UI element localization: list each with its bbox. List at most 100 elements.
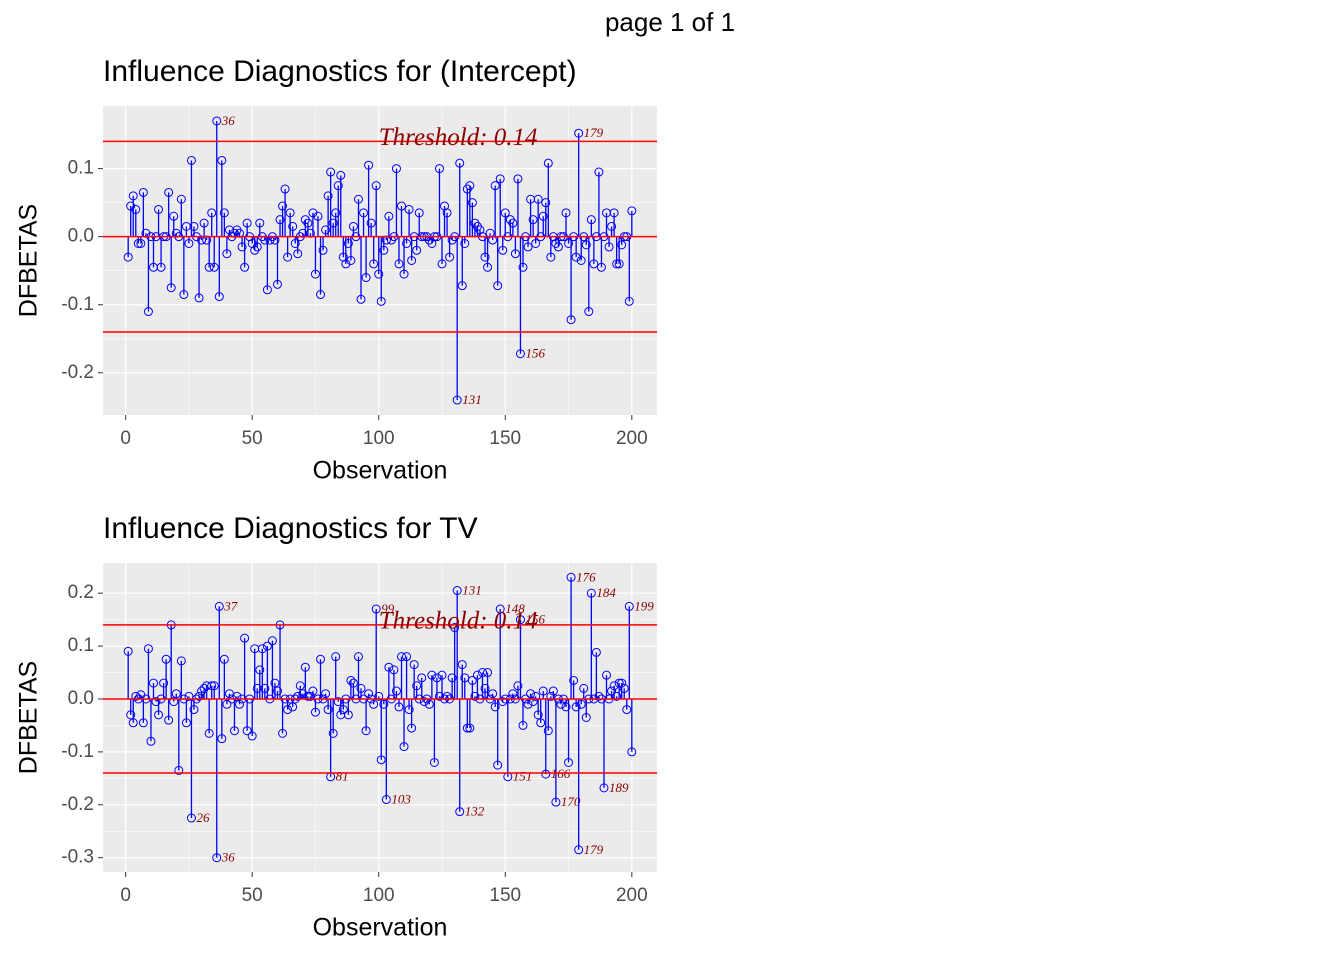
y-tick-label: -0.3 <box>61 847 94 868</box>
point <box>381 795 391 805</box>
point <box>136 238 146 248</box>
point <box>273 686 283 696</box>
point <box>432 673 442 683</box>
y-tick-label: 0.1 <box>68 635 94 656</box>
point <box>176 656 186 666</box>
chart-title: Influence Diagnostics for (Intercept) <box>103 55 577 88</box>
point <box>617 240 627 250</box>
point <box>581 240 591 250</box>
point <box>531 238 541 248</box>
point <box>612 691 622 701</box>
y-tick-label: 0.2 <box>68 582 94 603</box>
x-tick-label: 100 <box>363 885 395 906</box>
point <box>548 686 558 696</box>
point <box>546 252 556 262</box>
point <box>222 249 232 259</box>
point <box>331 208 341 218</box>
point <box>148 678 158 688</box>
y-tick-label: -0.1 <box>61 741 94 762</box>
point <box>543 158 553 168</box>
point <box>571 252 581 262</box>
point <box>510 249 520 259</box>
point <box>285 208 295 218</box>
point <box>186 813 196 823</box>
point <box>457 660 467 670</box>
point <box>541 769 551 779</box>
point <box>457 281 467 291</box>
point <box>146 736 156 746</box>
point <box>518 720 528 730</box>
point <box>624 601 634 611</box>
point <box>341 259 351 269</box>
point <box>303 691 313 701</box>
point <box>295 681 305 691</box>
outlier-label: 184 <box>596 585 616 600</box>
point <box>619 683 629 693</box>
point <box>543 726 553 736</box>
point <box>566 572 576 582</box>
point <box>427 670 437 680</box>
point <box>515 349 525 359</box>
y-axis-label: DFBETAS <box>15 661 43 774</box>
outlier-label: 132 <box>465 804 485 819</box>
point <box>308 686 318 696</box>
point <box>214 601 224 611</box>
point <box>278 201 288 211</box>
y-axis-label: DFBETAS <box>15 204 43 317</box>
point <box>493 281 503 291</box>
point <box>161 654 171 664</box>
outlier-label: 36 <box>221 113 236 128</box>
point <box>240 633 250 643</box>
point <box>316 654 326 664</box>
point <box>151 697 161 707</box>
point <box>300 662 310 672</box>
point <box>159 678 169 688</box>
point <box>533 194 543 204</box>
x-tick-label: 0 <box>120 428 131 449</box>
point <box>515 615 525 625</box>
point <box>364 160 374 170</box>
point <box>189 705 199 715</box>
point <box>424 699 434 709</box>
point <box>255 218 265 228</box>
point <box>179 290 189 300</box>
point <box>257 644 267 654</box>
point <box>288 702 298 712</box>
point <box>128 718 138 728</box>
point <box>561 208 571 218</box>
point <box>397 201 407 211</box>
point <box>445 252 455 262</box>
point <box>495 604 505 614</box>
point <box>607 686 617 696</box>
point <box>429 757 439 767</box>
point <box>267 636 277 646</box>
point <box>348 221 358 231</box>
point <box>204 728 214 738</box>
point <box>402 238 412 248</box>
point <box>437 670 447 680</box>
point <box>591 647 601 657</box>
point <box>186 155 196 165</box>
point <box>323 705 333 715</box>
point <box>488 689 498 699</box>
point <box>207 208 217 218</box>
threshold-label: Threshold: 0.14 <box>379 608 538 635</box>
outlier-label: 131 <box>462 582 482 597</box>
x-tick-label: 100 <box>363 428 395 449</box>
point <box>566 315 576 325</box>
point <box>617 678 627 688</box>
point <box>310 269 320 279</box>
point <box>399 742 409 752</box>
point <box>348 678 358 688</box>
point <box>384 662 394 672</box>
x-axis-label: Observation <box>313 457 448 485</box>
chart-title: Influence Diagnostics for TV <box>103 512 478 545</box>
point <box>409 660 419 670</box>
point <box>328 218 338 228</box>
point <box>273 279 283 289</box>
point <box>217 734 227 744</box>
point <box>523 242 533 252</box>
plot-background <box>103 106 657 415</box>
point <box>318 245 328 255</box>
point <box>465 181 475 191</box>
